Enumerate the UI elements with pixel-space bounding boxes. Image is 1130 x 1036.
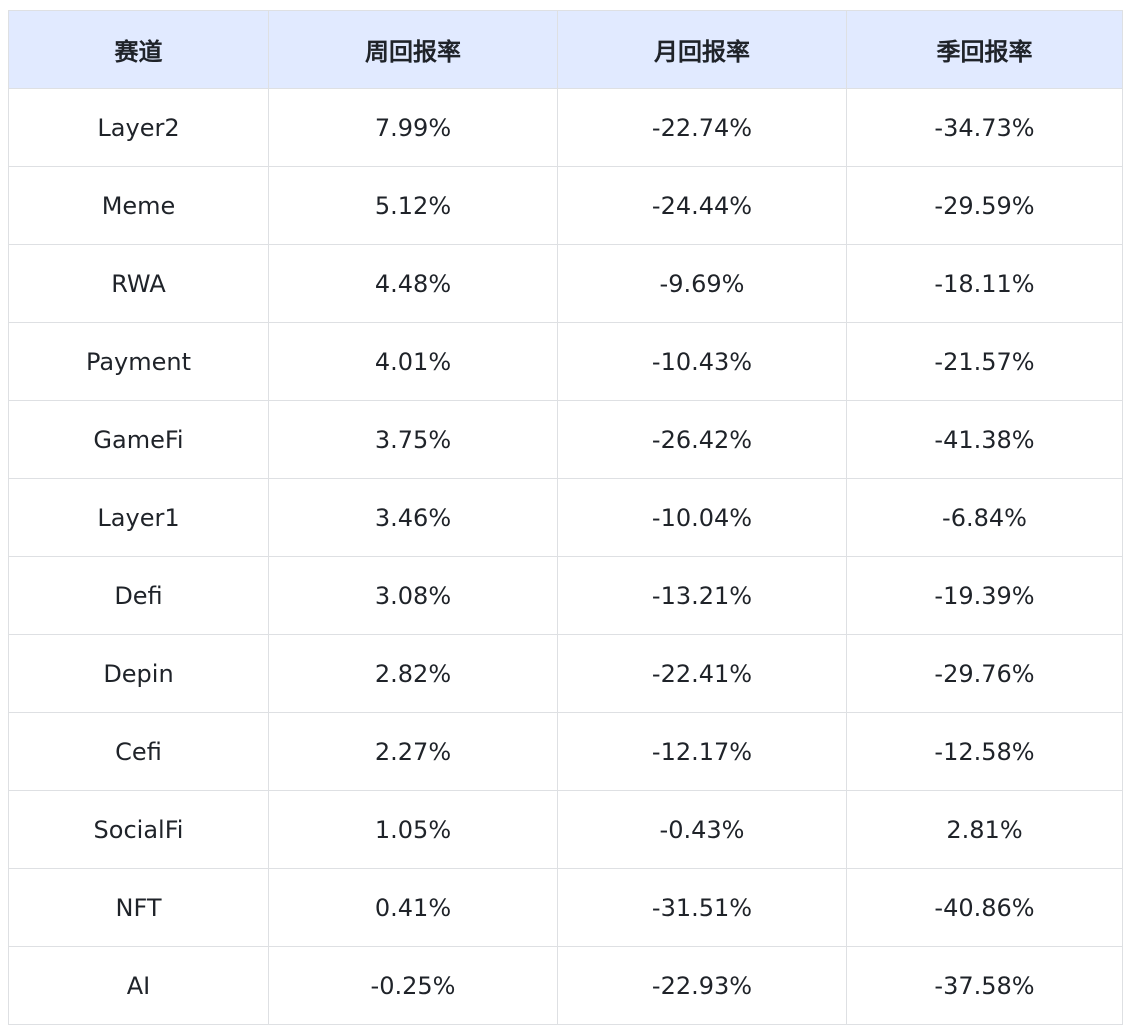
cell-sector: Layer2 (8, 88, 269, 167)
table-row: RWA 4.48% -9.69% -18.11% (8, 244, 1123, 323)
cell-sector: Payment (8, 322, 269, 401)
cell-sector: Layer1 (8, 478, 269, 557)
returns-table-container: 赛道 周回报率 月回报率 季回报率 Layer2 7.99% -22.74% -34.… (8, 10, 1123, 1025)
cell-sector: GameFi (8, 400, 269, 479)
cell-monthly-return: -22.74% (557, 88, 847, 167)
cell-quarterly-return: -29.59% (846, 166, 1123, 245)
cell-monthly-return: -13.21% (557, 556, 847, 635)
table-row: AI -0.25% -22.93% -37.58% (8, 946, 1123, 1025)
cell-quarterly-return: 2.81% (846, 790, 1123, 869)
cell-weekly-return: -0.25% (268, 946, 558, 1025)
cell-weekly-return: 3.08% (268, 556, 558, 635)
cell-quarterly-return: -21.57% (846, 322, 1123, 401)
cell-monthly-return: -10.04% (557, 478, 847, 557)
table-body: Layer2 7.99% -22.74% -34.73% Meme 5.12% -24.44… (8, 88, 1123, 1025)
cell-sector: RWA (8, 244, 269, 323)
table-row: Cefi 2.27% -12.17% -12.58% (8, 712, 1123, 791)
table-row: SocialFi 1.05% -0.43% 2.81% (8, 790, 1123, 869)
cell-monthly-return: -22.93% (557, 946, 847, 1025)
cell-monthly-return: -22.41% (557, 634, 847, 713)
cell-quarterly-return: -29.76% (846, 634, 1123, 713)
cell-quarterly-return: -6.84% (846, 478, 1123, 557)
cell-sector: AI (8, 946, 269, 1025)
cell-quarterly-return: -34.73% (846, 88, 1123, 167)
cell-monthly-return: -9.69% (557, 244, 847, 323)
table-row: Defi 3.08% -13.21% -19.39% (8, 556, 1123, 635)
cell-monthly-return: -0.43% (557, 790, 847, 869)
cell-monthly-return: -24.44% (557, 166, 847, 245)
cell-monthly-return: -10.43% (557, 322, 847, 401)
cell-monthly-return: -12.17% (557, 712, 847, 791)
cell-weekly-return: 5.12% (268, 166, 558, 245)
cell-sector: Depin (8, 634, 269, 713)
table-row: Meme 5.12% -24.44% -29.59% (8, 166, 1123, 245)
table-row: NFT 0.41% -31.51% -40.86% (8, 868, 1123, 947)
cell-monthly-return: -31.51% (557, 868, 847, 947)
cell-quarterly-return: -19.39% (846, 556, 1123, 635)
table-row: Depin 2.82% -22.41% -29.76% (8, 634, 1123, 713)
cell-weekly-return: 2.27% (268, 712, 558, 791)
cell-weekly-return: 0.41% (268, 868, 558, 947)
header-monthly-return: 月回报率 (557, 10, 847, 89)
cell-quarterly-return: -37.58% (846, 946, 1123, 1025)
cell-quarterly-return: -40.86% (846, 868, 1123, 947)
cell-quarterly-return: -12.58% (846, 712, 1123, 791)
cell-sector: NFT (8, 868, 269, 947)
cell-sector: Cefi (8, 712, 269, 791)
cell-weekly-return: 3.46% (268, 478, 558, 557)
cell-monthly-return: -26.42% (557, 400, 847, 479)
table-row: GameFi 3.75% -26.42% -41.38% (8, 400, 1123, 479)
header-sector: 赛道 (8, 10, 269, 89)
cell-quarterly-return: -18.11% (846, 244, 1123, 323)
cell-sector: SocialFi (8, 790, 269, 869)
cell-weekly-return: 1.05% (268, 790, 558, 869)
table-row: Layer2 7.99% -22.74% -34.73% (8, 88, 1123, 167)
table-row: Payment 4.01% -10.43% -21.57% (8, 322, 1123, 401)
cell-weekly-return: 3.75% (268, 400, 558, 479)
cell-weekly-return: 4.48% (268, 244, 558, 323)
header-quarterly-return: 季回报率 (846, 10, 1123, 89)
cell-weekly-return: 7.99% (268, 88, 558, 167)
cell-quarterly-return: -41.38% (846, 400, 1123, 479)
header-weekly-return: 周回报率 (268, 10, 558, 89)
cell-weekly-return: 4.01% (268, 322, 558, 401)
table-row: Layer1 3.46% -10.04% -6.84% (8, 478, 1123, 557)
cell-sector: Defi (8, 556, 269, 635)
cell-weekly-return: 2.82% (268, 634, 558, 713)
sector-returns-table: 赛道 周回报率 月回报率 季回报率 Layer2 7.99% -22.74% -34.… (8, 10, 1123, 1025)
table-header-row: 赛道 周回报率 月回报率 季回报率 (8, 10, 1123, 89)
cell-sector: Meme (8, 166, 269, 245)
